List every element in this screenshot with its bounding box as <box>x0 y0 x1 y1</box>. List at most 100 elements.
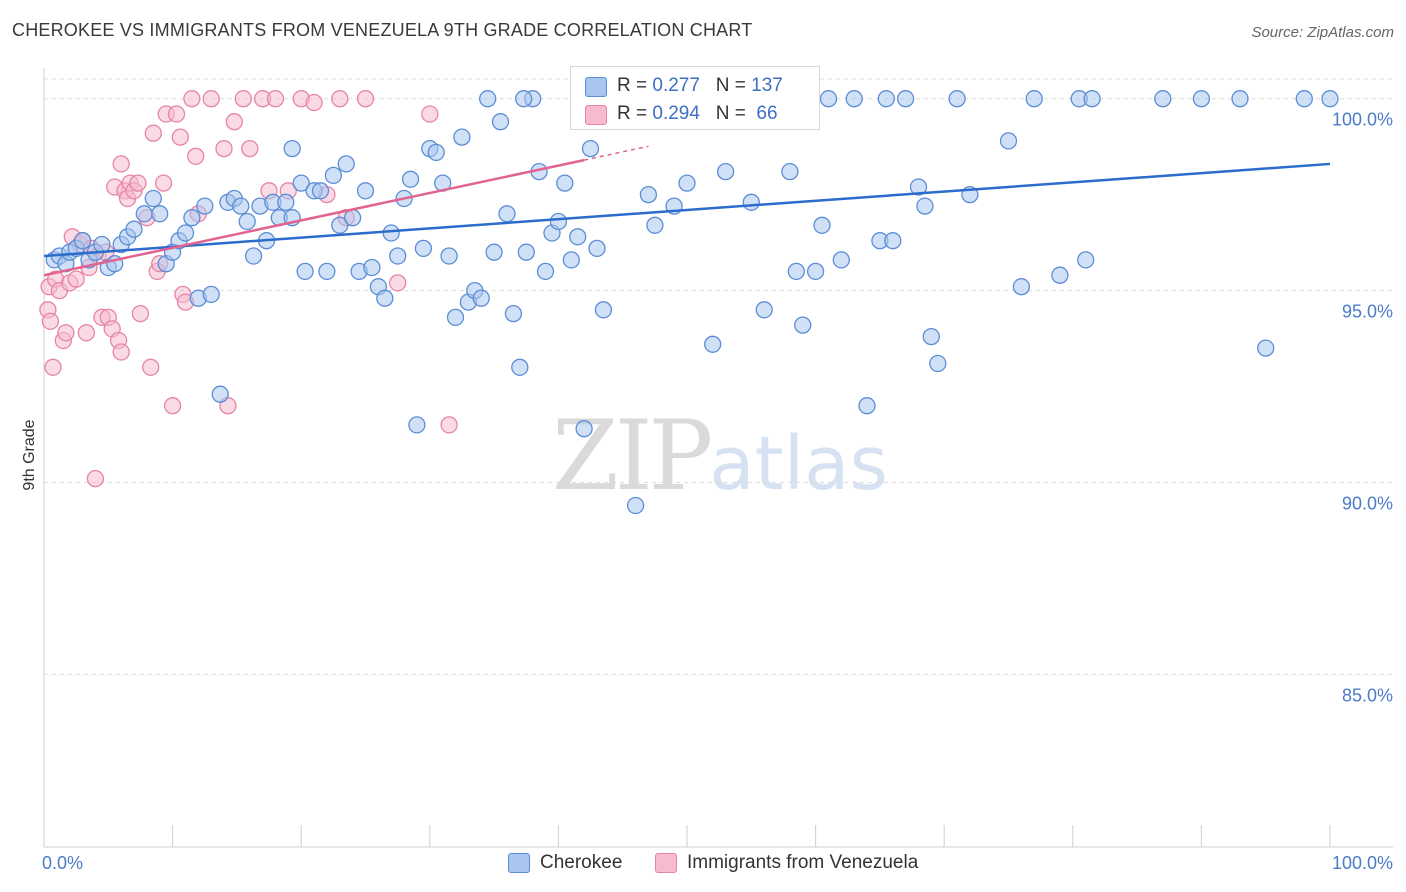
cherokee-point <box>343 209 362 227</box>
cherokee-point <box>93 235 111 254</box>
legend-n-label: N = <box>715 75 752 96</box>
cherokee-point <box>1154 90 1172 108</box>
cherokee-point <box>202 285 220 304</box>
venezuela-point <box>183 90 201 108</box>
cherokee-point <box>125 220 143 238</box>
venezuela-point <box>129 174 147 192</box>
cherokee-point <box>485 243 503 261</box>
cherokee-point <box>678 174 696 192</box>
legend-swatch-cherokee <box>585 77 607 97</box>
cherokee-point <box>562 251 580 269</box>
y-tick-label: 85.0% <box>1342 685 1393 705</box>
venezuela-point <box>57 324 75 342</box>
cherokee-point <box>504 304 523 323</box>
cherokee-point <box>389 247 407 265</box>
cherokee-point <box>536 262 555 281</box>
watermark: ZIPatlas <box>552 400 888 512</box>
cherokee-point <box>781 162 799 181</box>
cherokee-point <box>331 216 349 234</box>
x-tick-label-max: 100.0% <box>1332 853 1393 873</box>
cherokee-trend-line <box>43 162 1331 258</box>
venezuela-point <box>112 343 130 361</box>
cherokee-point <box>73 232 92 250</box>
venezuela-point <box>154 174 173 192</box>
venezuela-point <box>266 90 285 108</box>
cherokee-point <box>135 205 153 223</box>
venezuela-point <box>225 113 243 131</box>
venezuela-point <box>331 90 349 108</box>
cherokee-point <box>556 174 574 192</box>
cherokee-point <box>283 139 301 158</box>
y-tick-label: 95.0% <box>1342 302 1393 322</box>
cherokee-point <box>479 90 497 108</box>
cherokee-point <box>491 113 510 131</box>
cherokee-point <box>742 193 760 211</box>
axes <box>43 68 1393 848</box>
venezuela-point <box>202 90 220 108</box>
venezuela-trend-line <box>43 158 585 277</box>
cherokee-point <box>356 182 375 200</box>
cherokee-point <box>1295 90 1313 108</box>
venezuela-trend-extension <box>583 145 649 161</box>
chart-title: CHEROKEE VS IMMIGRANTS FROM VENEZUELA 9T… <box>12 20 753 40</box>
cherokee-point <box>858 397 876 415</box>
cherokee-point <box>1012 278 1031 296</box>
cherokee-point <box>511 358 529 376</box>
cherokee-point <box>575 420 593 438</box>
cherokee-point <box>382 224 400 242</box>
venezuela-point <box>356 90 375 108</box>
legend-n-value: 66 <box>751 103 778 124</box>
venezuela-point <box>163 397 182 415</box>
venezuela-point <box>389 274 407 292</box>
cherokee-point <box>549 212 568 231</box>
cherokee-point <box>176 224 195 242</box>
cherokee-point <box>440 247 458 265</box>
legend-swatch-venezuela <box>585 105 607 125</box>
cherokee-point <box>292 174 310 192</box>
cherokee-point <box>922 327 940 346</box>
venezuela-point <box>187 147 205 165</box>
y-tick-labels: 85.0% 90.0% 95.0% 100.0% <box>1332 110 1393 706</box>
cherokee-point <box>929 354 947 373</box>
legend-n-value: 137 <box>751 75 783 96</box>
cherokee-point <box>363 258 381 277</box>
venezuela-point <box>241 139 259 158</box>
venezuela-swatch <box>655 853 677 873</box>
legend-r-label: R = <box>617 75 653 96</box>
cherokee-point <box>794 316 812 334</box>
venezuela-point <box>440 416 458 434</box>
cherokee-point <box>401 170 420 188</box>
legend-r-value: 0.294 <box>652 103 700 124</box>
cherokee-point <box>896 90 915 108</box>
cherokee-point <box>515 90 533 108</box>
cherokee-point <box>787 262 805 281</box>
cherokee-point <box>453 128 471 146</box>
cherokee-point <box>277 193 295 211</box>
cherokee-point <box>232 197 250 215</box>
venezuela-point <box>41 312 60 330</box>
cherokee-point <box>639 185 658 204</box>
cherokee-label: Cherokee <box>540 852 623 873</box>
venezuela-point <box>67 270 85 288</box>
cherokee-point <box>909 178 928 196</box>
cherokee-point <box>1231 90 1249 108</box>
cherokee-point <box>311 182 330 200</box>
cherokee-point <box>1025 90 1043 108</box>
cherokee-point <box>588 239 606 258</box>
y-tick-label: 100.0% <box>1332 110 1393 130</box>
venezuela-point <box>44 358 62 376</box>
legend-r-label: R = <box>617 103 653 124</box>
cherokee-point <box>337 155 355 173</box>
venezuela-point <box>112 155 130 173</box>
cherokee-point <box>446 308 465 327</box>
venezuela-point <box>171 128 189 146</box>
cherokee-point <box>238 212 256 231</box>
cherokee-point <box>594 301 613 319</box>
cherokee-point <box>704 335 722 353</box>
cherokee-point <box>916 197 934 215</box>
venezuela-point <box>215 139 233 158</box>
cherokee-point <box>296 262 314 281</box>
cherokee-point <box>414 239 433 258</box>
venezuela-point <box>167 105 186 123</box>
legend-r-value: 0.277 <box>652 75 700 96</box>
